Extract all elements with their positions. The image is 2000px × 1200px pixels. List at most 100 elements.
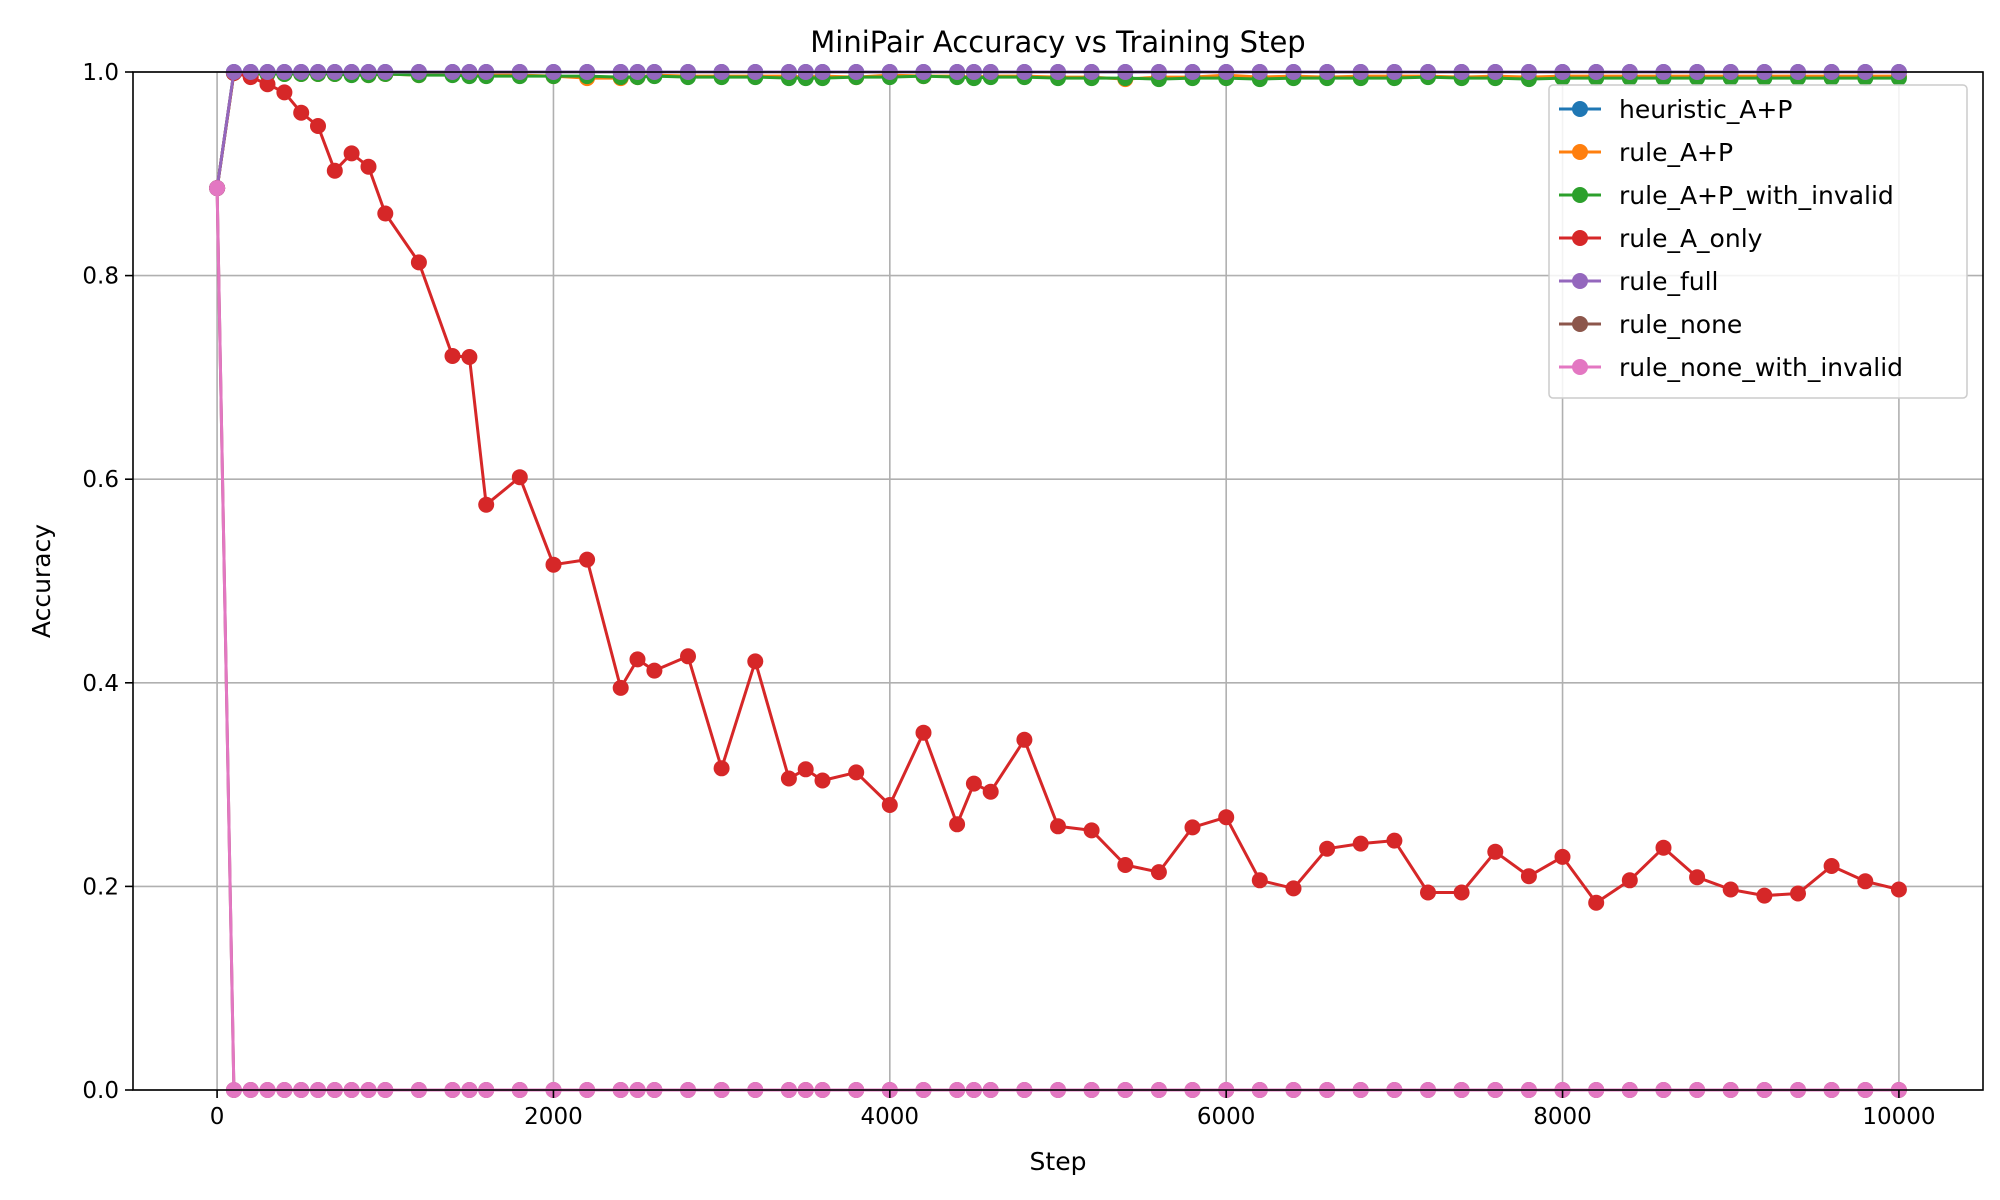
data-point	[881, 797, 898, 813]
data-point	[848, 764, 865, 781]
y-axis-label: Accuracy	[27, 524, 56, 638]
y-tick-label: 0.0	[82, 1078, 119, 1104]
data-point	[1453, 884, 1470, 901]
legend-label: rule_full	[1619, 267, 1719, 296]
data-point	[1790, 885, 1806, 902]
data-point	[1588, 894, 1605, 911]
x-axis-label: Step	[1030, 1147, 1087, 1176]
data-point	[1285, 880, 1302, 897]
data-point	[612, 679, 629, 696]
data-point	[680, 648, 696, 665]
legend-marker	[1572, 273, 1588, 289]
data-point	[1218, 809, 1235, 826]
data-point	[1722, 881, 1739, 898]
data-point	[1251, 872, 1268, 889]
data-point	[579, 551, 596, 568]
data-point	[797, 761, 814, 778]
x-tick-label: 2000	[524, 1104, 583, 1130]
x-tick-label: 6000	[1197, 1104, 1256, 1130]
data-point	[747, 653, 764, 670]
legend-entry: rule_full	[1559, 267, 1719, 296]
legend-label: rule_none_with_invalid	[1619, 353, 1903, 382]
y-tick-label: 0.8	[82, 264, 119, 290]
legend-marker	[1572, 316, 1588, 332]
data-point	[209, 180, 226, 197]
legend-marker	[1572, 359, 1588, 375]
data-point	[1823, 858, 1840, 874]
data-point	[1016, 731, 1033, 748]
legend-label: rule_A_only	[1619, 224, 1763, 253]
data-point	[1621, 872, 1638, 889]
data-point	[276, 84, 293, 101]
data-point	[478, 496, 495, 513]
x-tick-label: 0	[210, 1104, 225, 1130]
x-tick-label: 4000	[861, 1104, 920, 1130]
data-point	[915, 724, 932, 741]
data-point	[1487, 843, 1504, 860]
data-point	[1150, 864, 1167, 881]
legend-marker	[1572, 230, 1588, 246]
data-point	[1050, 818, 1066, 835]
chart-title: MiniPair Accuracy vs Training Step	[810, 25, 1305, 59]
x-tick-label: 8000	[1533, 1104, 1592, 1130]
data-point	[965, 775, 982, 792]
legend-marker	[1572, 101, 1588, 117]
data-point	[377, 205, 394, 222]
data-point	[1655, 839, 1672, 856]
data-point	[511, 469, 528, 486]
y-tick-label: 0.2	[82, 874, 119, 900]
data-point	[259, 76, 276, 93]
legend-entry: rule_none	[1559, 310, 1742, 339]
data-point	[343, 145, 360, 162]
series-rule_A_only	[209, 65, 1907, 911]
legend-entry: heuristic_A+P	[1559, 95, 1792, 124]
data-point	[982, 783, 999, 800]
y-tick-label: 1.0	[82, 60, 119, 86]
data-point	[1554, 848, 1571, 865]
data-point	[1083, 822, 1100, 839]
data-point	[713, 760, 730, 777]
legend-label: rule_A+P_with_invalid	[1619, 181, 1894, 210]
legend-label: rule_none	[1619, 310, 1742, 339]
data-point	[1756, 887, 1773, 904]
y-tick-label: 0.4	[82, 671, 119, 697]
data-point	[410, 254, 427, 271]
data-point	[1689, 869, 1706, 886]
data-point	[1520, 868, 1537, 885]
legend-entry: rule_A+P_with_invalid	[1559, 181, 1894, 210]
legend-marker	[1572, 187, 1588, 203]
y-tick-label: 0.6	[82, 467, 119, 493]
data-point	[293, 104, 310, 121]
legend-entry: rule_A_only	[1559, 224, 1763, 253]
data-point	[1890, 881, 1907, 898]
data-point	[360, 158, 377, 175]
axis-ticks: 0 2000 4000 6000 8000 10000 0.0 0.2 0.4 0.6 0.8 1.0	[82, 60, 1935, 1130]
data-point	[1420, 884, 1436, 901]
data-point	[310, 118, 326, 134]
data-point	[646, 662, 663, 679]
data-point	[629, 651, 646, 668]
data-point	[545, 556, 562, 573]
data-point	[326, 162, 343, 179]
data-point	[1319, 840, 1336, 857]
legend-label: heuristic_A+P	[1619, 95, 1792, 124]
data-point	[444, 348, 461, 364]
data-point	[1857, 873, 1874, 890]
data-point	[1386, 832, 1403, 849]
legend-label: rule_A+P	[1619, 138, 1733, 167]
legend: heuristic_A+P rule_A+P rule_A+P_with_inval…	[1548, 84, 1968, 399]
legend-marker	[1572, 144, 1588, 160]
data-point	[949, 816, 966, 833]
data-point	[780, 770, 797, 787]
data-point	[814, 772, 831, 789]
data-point	[1117, 857, 1134, 873]
data-point	[461, 349, 478, 365]
legend-box	[1548, 84, 1968, 399]
x-tick-label: 10000	[1862, 1104, 1935, 1130]
series-line	[215, 71, 1900, 905]
data-point	[1352, 835, 1369, 852]
plot-frame	[132, 71, 1984, 1091]
legend-entry: rule_A+P	[1559, 138, 1733, 167]
legend-entry: rule_none_with_invalid	[1559, 353, 1903, 382]
